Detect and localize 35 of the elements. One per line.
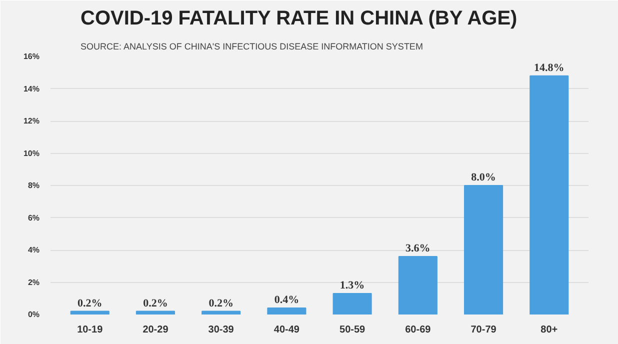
chart-title: COVID-19 FATALITY RATE IN CHINA (BY AGE) xyxy=(80,8,518,30)
chart-subtitle: SOURCE: ANALYSIS OF CHINA'S INFECTIOUS DISEASE INFORMATION SYSTEM xyxy=(80,42,423,52)
y-tick-label: 0% xyxy=(28,310,40,319)
bar xyxy=(136,310,175,314)
bar xyxy=(202,310,241,314)
y-tick-label: 16% xyxy=(23,52,40,61)
x-tick-label: 10-19 xyxy=(77,324,104,336)
bar xyxy=(332,293,372,314)
data-label: 1.3% xyxy=(340,280,365,292)
y-tick-label: 10% xyxy=(23,148,40,158)
data-label: 0.2% xyxy=(208,297,234,310)
bar xyxy=(267,308,306,314)
data-label: 0.2% xyxy=(77,297,102,310)
x-tick-label: 70-79 xyxy=(470,324,497,336)
y-tick-label: 12% xyxy=(23,116,40,126)
x-tick-label: 80+ xyxy=(540,324,558,336)
data-label: 0.2% xyxy=(143,297,168,310)
x-tick-label: 30-39 xyxy=(208,324,234,336)
y-tick-label: 6% xyxy=(28,213,40,222)
bar xyxy=(70,310,110,314)
data-label: 14.8% xyxy=(534,62,564,74)
x-tick-label: 50-59 xyxy=(340,324,366,336)
data-label: 0.4% xyxy=(274,294,300,306)
data-label: 3.6% xyxy=(406,242,430,254)
bar xyxy=(398,256,438,314)
x-tick-label: 20-29 xyxy=(142,324,169,336)
data-label: 8.0% xyxy=(471,172,496,184)
y-tick-label: 4% xyxy=(28,246,40,254)
y-tick-label: 8% xyxy=(28,181,40,190)
x-tick-label: 40-49 xyxy=(274,324,300,336)
bar xyxy=(464,185,504,314)
bar xyxy=(530,75,569,314)
y-tick-label: 2% xyxy=(28,278,40,287)
y-tick-label: 14% xyxy=(23,84,40,94)
x-tick-label: 60-69 xyxy=(405,324,432,336)
